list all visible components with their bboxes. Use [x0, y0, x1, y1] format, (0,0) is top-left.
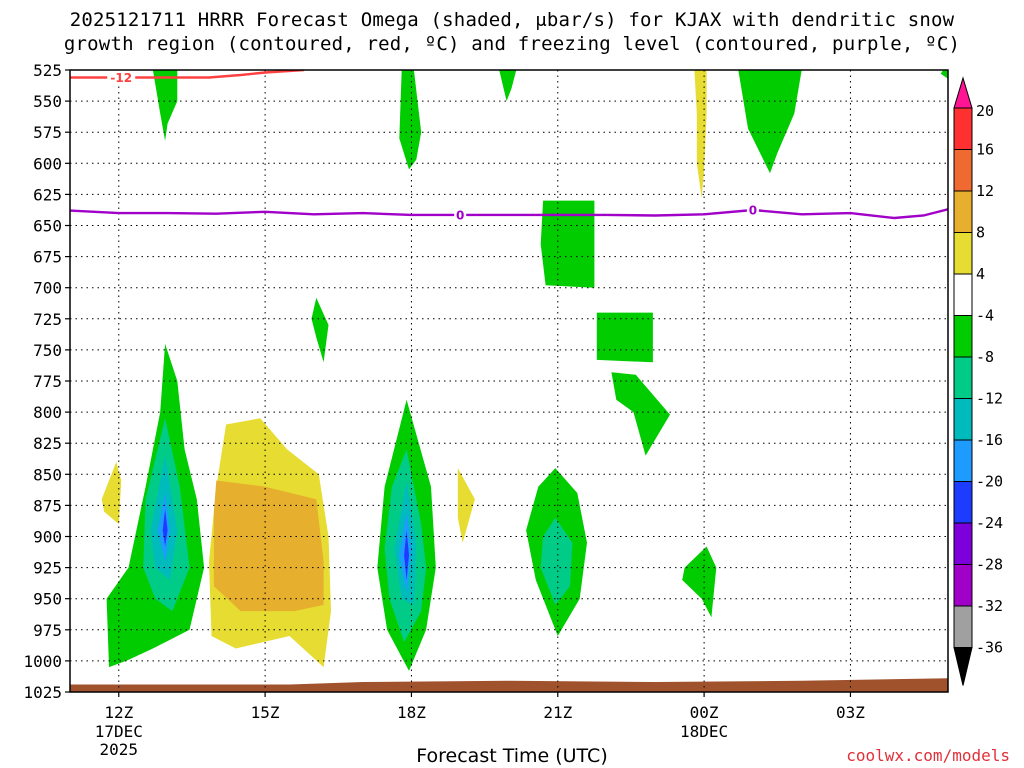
y-tick-label-650: 650 [33, 217, 62, 236]
colorbar-label--28: -28 [976, 556, 1003, 574]
y-tick-label-700: 700 [33, 279, 62, 298]
dgz-contour-label-bg-0 [107, 70, 136, 85]
omega-region-green-4 [940, 70, 948, 79]
x-tick-label-18Z: 18Z [397, 703, 426, 722]
freezing-level-contour [70, 208, 948, 220]
colorbar-bin-8-to-4 [953, 232, 973, 275]
x-tick-label-15Z: 15Z [251, 703, 280, 722]
omega-region-green-3 [738, 70, 802, 174]
colorbar-label-16: 16 [976, 141, 994, 159]
colorbar-label-8: 8 [976, 224, 985, 242]
freezing-level-contour-label-1: 0 [749, 203, 757, 217]
colorbar-bottom-triangle [953, 647, 973, 686]
credit-link[interactable]: coolwx.com/models [846, 746, 1010, 765]
colorbar-bin--16-to--20 [953, 439, 973, 482]
y-tick-label-675: 675 [33, 248, 62, 267]
y-tick-label-1000: 1000 [23, 652, 62, 671]
colorbar-bin--32-to--36 [953, 605, 973, 648]
x-tick-label-00Z: 00Z [690, 703, 719, 722]
y-tick-label-800: 800 [33, 403, 62, 422]
colorbar-bin-4-to--4 [953, 273, 973, 316]
omega-region-green-9 [611, 372, 670, 456]
colorbar-bin--20-to--24 [953, 481, 973, 524]
colorbar-label-12: 12 [976, 182, 994, 200]
x-tick-label-03Z: 03Z [836, 703, 865, 722]
omega-region-green-0 [152, 70, 178, 141]
plot-frame [69, 69, 949, 693]
y-tick-label-925: 925 [33, 559, 62, 578]
omega-region-teal-16 [540, 517, 573, 605]
y-tick-label-725: 725 [33, 310, 62, 329]
colorbar-bin--24-to--28 [953, 522, 973, 565]
y-tick-label-750: 750 [33, 341, 62, 360]
freezing-level-contour-label-bg-0 [454, 207, 467, 222]
y-tick-label-875: 875 [33, 496, 62, 515]
y-tick-label-850: 850 [33, 465, 62, 484]
colorbar-bin--8-to--12 [953, 356, 973, 399]
colorbar-bin--12-to--16 [953, 398, 973, 441]
colorbar-label--32: -32 [976, 597, 1003, 615]
x-tick-sublabel-18DEC: 18DEC [680, 722, 728, 741]
chart-title-line2: growth region (contoured, red, ºC) and f… [63, 33, 961, 55]
omega-region-blue-22 [162, 509, 168, 547]
colorbar-label--20: -20 [976, 473, 1003, 491]
omega-region-yellow-5 [694, 70, 707, 199]
y-tick-label-775: 775 [33, 372, 62, 391]
y-tick-label-575: 575 [33, 123, 62, 142]
colorbar-bin--28-to--32 [953, 564, 973, 607]
colorbar-top-triangle [953, 76, 973, 109]
dgz-contour-label-0: -12 [110, 71, 132, 85]
colorbar-label--12: -12 [976, 390, 1003, 408]
omega-region-green-7 [311, 297, 329, 363]
x-tick-label-21Z: 21Z [543, 703, 572, 722]
ground-surface [70, 678, 948, 692]
omega-region-green-1 [399, 70, 422, 170]
omega-region-green-2 [499, 70, 517, 102]
omega-region-orange_light-25 [213, 480, 324, 612]
x-axis-title: Forecast Time (UTC) [416, 745, 608, 767]
x-tick-label-12Z: 12Z [104, 703, 133, 722]
y-tick-label-625: 625 [33, 185, 62, 204]
y-tick-label-550: 550 [33, 92, 62, 111]
colorbar-label--36: -36 [976, 639, 1003, 657]
x-tick-sublabel-2025: 2025 [100, 740, 139, 759]
x-tick-sublabel-17DEC: 17DEC [95, 722, 143, 741]
y-tick-label-900: 900 [33, 528, 62, 547]
colorbar-label--8: -8 [976, 348, 994, 366]
colorbar-bin-20-to-16 [953, 107, 973, 150]
chart-title-line1: 2025121711 HRRR Forecast Omega (shaded, … [69, 9, 955, 31]
colorbar-label-4: 4 [976, 265, 985, 283]
y-tick-label-950: 950 [33, 590, 62, 609]
omega-region-blue-21 [404, 530, 409, 580]
y-tick-label-825: 825 [33, 434, 62, 453]
omega-region-yellow-23 [101, 461, 122, 525]
y-tick-label-600: 600 [33, 154, 62, 173]
freezing-level-contour-label-0: 0 [456, 208, 464, 222]
omega-region-green-8 [596, 312, 653, 363]
dgz-contour [70, 70, 305, 79]
omega-region-green-6 [540, 200, 595, 288]
y-tick-label-525: 525 [33, 61, 62, 80]
colorbar-bin--4-to--8 [953, 315, 973, 358]
colorbar-label-20: 20 [976, 102, 994, 120]
colorbar-label--24: -24 [976, 514, 1003, 532]
colorbar-label--16: -16 [976, 431, 1003, 449]
omega-region-green-13 [682, 546, 717, 618]
y-tick-label-975: 975 [33, 621, 62, 640]
colorbar-bin-12-to-8 [953, 190, 973, 233]
colorbar-label--4: -4 [976, 307, 994, 325]
y-tick-label-1025: 1025 [23, 683, 62, 702]
colorbar-bin-16-to-12 [953, 149, 973, 192]
freezing-level-contour-label-bg-1 [746, 202, 759, 217]
